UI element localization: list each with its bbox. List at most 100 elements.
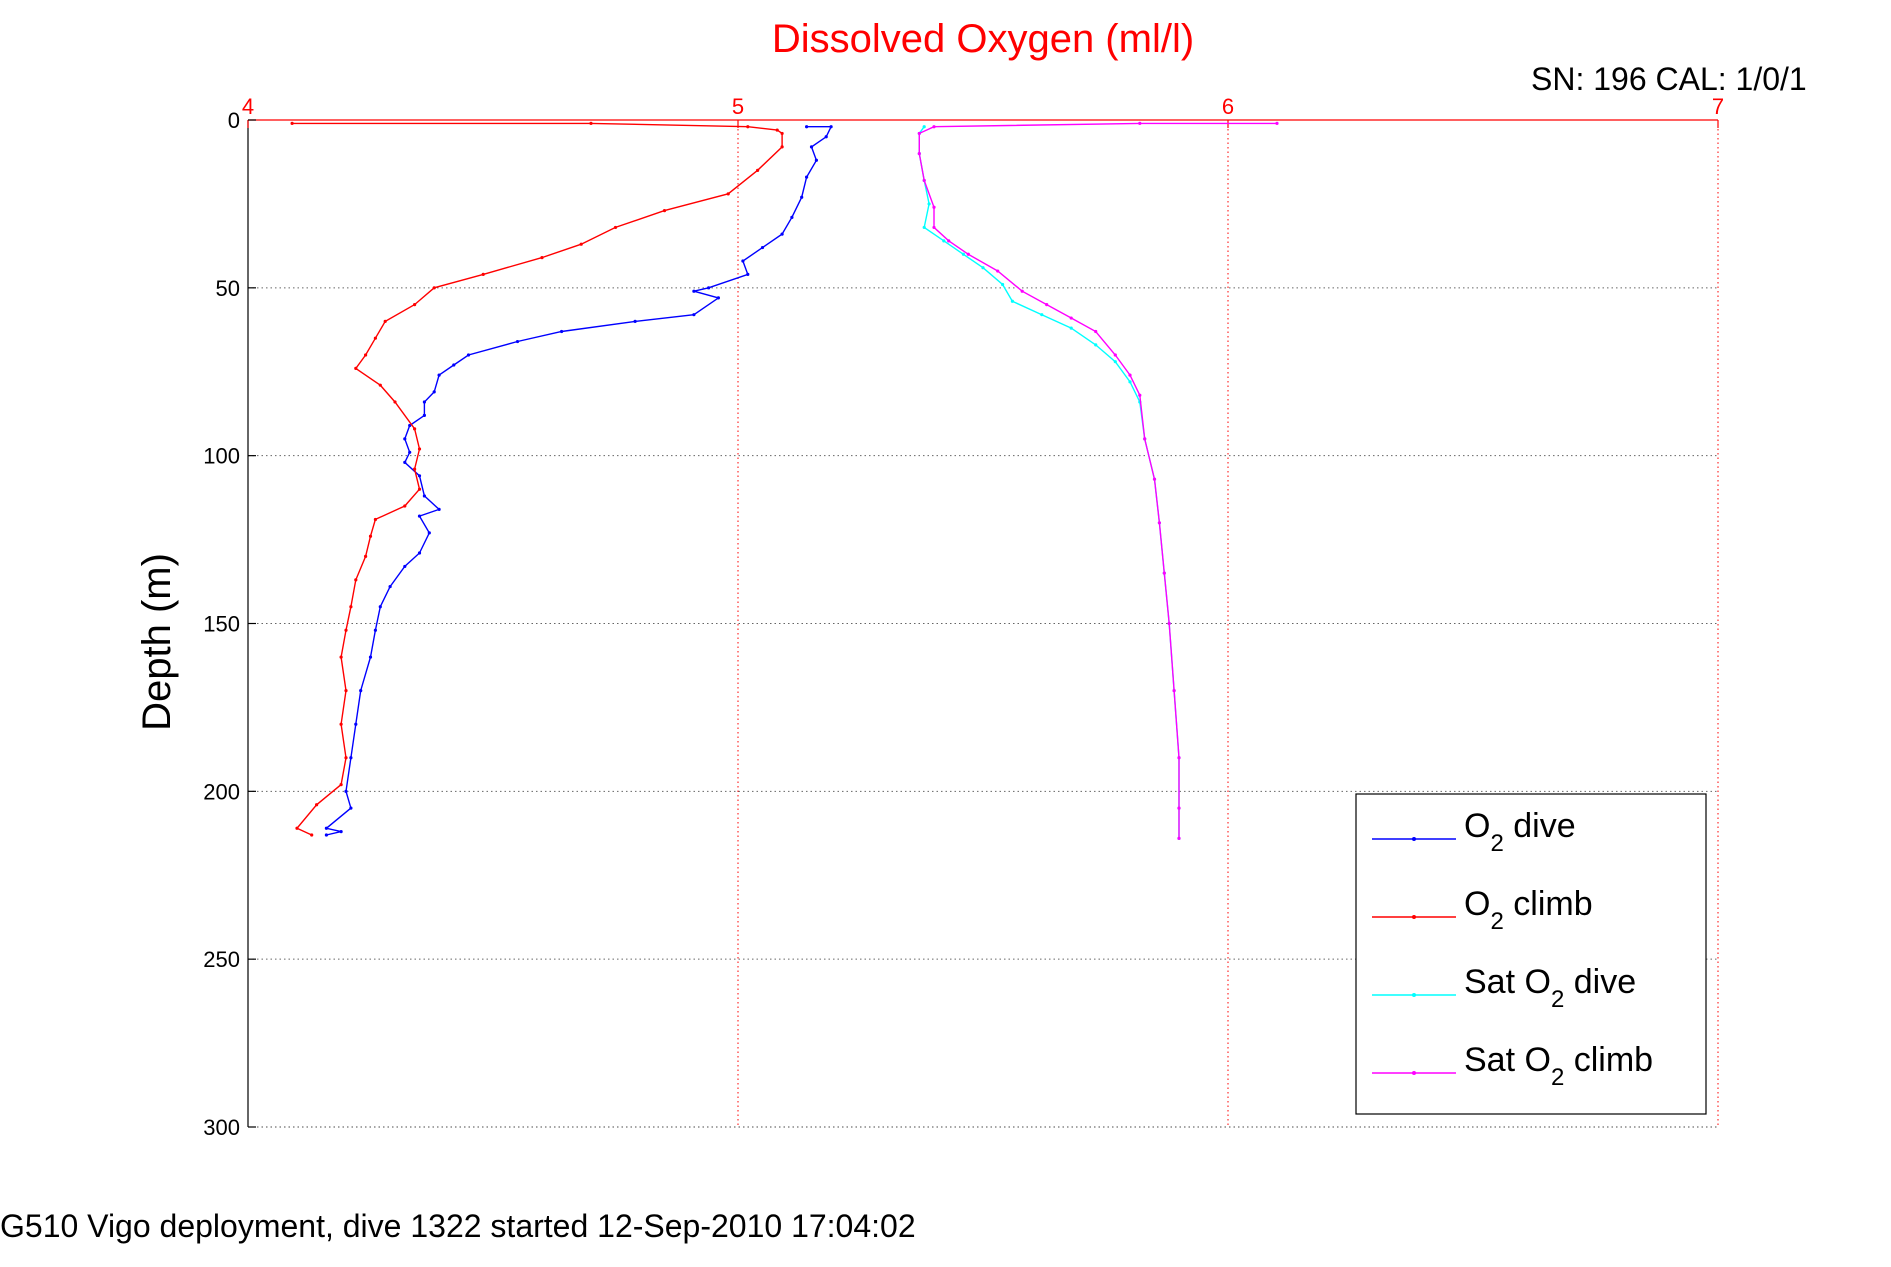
series-line-dive: [324, 125, 833, 836]
data-point-climb: [726, 192, 730, 196]
data-point-climb_sat: [1138, 393, 1142, 397]
data-point-climb: [373, 336, 377, 340]
data-point-dive: [422, 413, 426, 417]
data-point-dive: [805, 125, 809, 129]
data-point-climb: [339, 783, 343, 787]
data-point-climb_sat: [996, 269, 1000, 273]
data-point-dive: [746, 272, 750, 277]
data-point-climb: [613, 225, 618, 230]
data-point-dive: [452, 363, 456, 367]
data-point-dive: [515, 339, 520, 344]
data-point-climb_sat: [1020, 289, 1024, 293]
data-point-climb: [290, 121, 294, 125]
data-point-dive: [800, 195, 804, 199]
data-point-dive: [388, 584, 392, 589]
data-point-climb_sat: [1275, 121, 1279, 125]
data-point-climb: [579, 242, 583, 246]
data-point-climb: [339, 722, 343, 726]
data-point-dive: [422, 494, 426, 498]
data-point-climb_sat: [1045, 303, 1049, 307]
data-point-dive: [437, 507, 441, 511]
data-point-climb_sat: [1113, 353, 1117, 357]
serial-calibration-label: SN: 196 CAL: 1/0/1: [1531, 61, 1807, 97]
data-point-climb: [481, 272, 485, 277]
data-point-dive: [359, 689, 363, 693]
data-point-dive_sat: [1069, 326, 1073, 330]
data-point-dive: [692, 313, 696, 317]
data-point-climb: [315, 803, 319, 807]
data-point-dive: [339, 830, 343, 834]
data-point-dive: [466, 353, 471, 357]
data-point-dive: [814, 158, 819, 162]
data-point-dive: [432, 390, 436, 394]
data-point-climb_sat: [1152, 477, 1157, 481]
data-point-climb_sat: [1172, 689, 1176, 693]
data-point-climb: [589, 121, 593, 125]
data-point-dive_sat: [961, 252, 966, 256]
chart-title: Dissolved Oxygen (ml/l): [772, 17, 1194, 61]
data-point-climb: [364, 554, 368, 558]
data-point-dive: [829, 125, 833, 129]
data-point-dive_sat: [1040, 313, 1044, 317]
data-point-climb_sat: [917, 151, 921, 156]
data-point-dive: [378, 605, 382, 609]
data-point-climb: [344, 756, 348, 760]
data-point-dive_sat: [1001, 282, 1005, 287]
data-point-dive: [324, 833, 328, 837]
data-point-climb_sat: [1177, 756, 1181, 760]
y-tick-label: 150: [203, 612, 240, 637]
data-point-dive: [417, 474, 422, 478]
y-tick-label: 0: [228, 108, 240, 133]
data-point-dive: [760, 245, 765, 250]
data-point-dive: [809, 145, 814, 149]
data-point-dive_sat: [927, 202, 931, 206]
data-point-climb: [413, 303, 417, 307]
series-group: [290, 121, 1279, 840]
data-point-climb: [417, 447, 422, 451]
data-point-climb_sat: [1177, 836, 1181, 840]
data-point-climb: [432, 286, 436, 290]
data-point-climb: [662, 209, 667, 213]
legend-marker-dive: [1412, 837, 1416, 841]
data-point-climb: [344, 689, 348, 693]
series-line-dive_sat: [918, 126, 1180, 839]
y-tick-label: 250: [203, 947, 240, 972]
data-point-dive: [560, 329, 564, 334]
x-tick-label: 4: [242, 94, 254, 119]
data-point-dive: [741, 259, 745, 263]
data-point-dive_sat: [1128, 380, 1132, 384]
data-point-climb_sat: [1157, 521, 1161, 525]
y-tick-label: 300: [203, 1115, 240, 1140]
y-tick-label: 100: [203, 444, 240, 469]
data-point-climb: [775, 128, 779, 132]
data-point-dive: [790, 215, 794, 219]
data-point-dive_sat: [922, 225, 926, 230]
data-point-climb: [349, 605, 353, 609]
data-point-dive: [707, 286, 711, 290]
data-point-climb_sat: [922, 178, 926, 183]
x-tick-label: 6: [1222, 94, 1234, 119]
data-point-climb: [368, 534, 373, 538]
legend-label-climb_sat: Sat O2 climb: [1464, 1041, 1653, 1091]
data-point-dive_sat: [1113, 360, 1117, 364]
data-point-climb_sat: [1138, 121, 1142, 125]
data-point-climb: [780, 131, 784, 136]
data-point-dive: [437, 373, 441, 377]
data-point-climb: [339, 655, 343, 659]
data-point-climb_sat: [1143, 437, 1147, 441]
data-point-dive: [373, 628, 377, 632]
data-point-dive_sat: [922, 125, 926, 129]
series-line-climb: [292, 122, 783, 836]
axes: 4 5 6 7 0 50 100 150 200 250 300: [203, 94, 1724, 1140]
data-point-dive: [427, 531, 431, 535]
legend-label-dive: O2 dive: [1464, 807, 1576, 857]
y-tick-label: 200: [203, 779, 240, 804]
y-axis-label: Depth (m): [135, 553, 179, 731]
data-point-dive: [349, 806, 353, 810]
data-point-climb_sat: [1162, 571, 1166, 575]
data-point-climb: [413, 427, 417, 431]
data-point-climb: [413, 467, 417, 471]
legend-marker-dive_sat: [1412, 993, 1416, 997]
data-point-dive: [422, 400, 426, 404]
